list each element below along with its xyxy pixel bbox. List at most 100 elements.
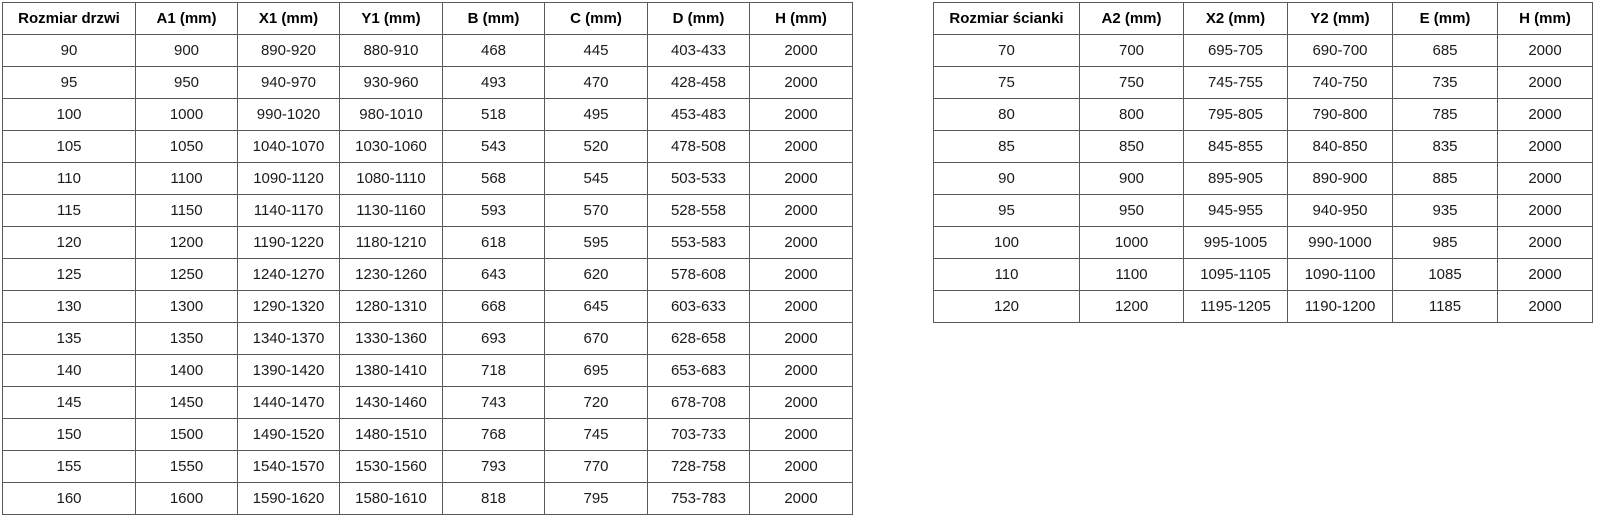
- table-cell: 800: [1079, 98, 1184, 131]
- table-cell: 140: [2, 354, 136, 387]
- table-row: 105 1050 1040-1070 1030-1060 543 520 478-508 20…: [2, 130, 853, 163]
- table-cell: 468: [442, 34, 545, 67]
- table-row: 90 900 890-920 880-910 468 445 403-433 2000: [2, 34, 853, 67]
- table-row: 125 1250 1240-1270 1230-1260 643 620 578-608 20…: [2, 258, 853, 291]
- column-header: Rozmiar drzwi: [2, 2, 136, 35]
- table-cell: 740-750: [1287, 66, 1393, 99]
- door-sizes-table: Rozmiar drzwi A1 (mm) X1 (mm) Y1 (mm) B (mm)…: [2, 2, 853, 515]
- table-cell: 2000: [1497, 98, 1593, 131]
- table-cell: 1530-1560: [339, 450, 443, 483]
- table-cell: 628-658: [647, 322, 750, 355]
- table-cell: 568: [442, 162, 545, 195]
- table-cell: 110: [933, 258, 1080, 291]
- table-cell: 2000: [749, 418, 853, 451]
- table-cell: 718: [442, 354, 545, 387]
- column-header: Rozmiar ścianki: [933, 2, 1080, 35]
- table-cell: 950: [135, 66, 238, 99]
- table-cell: 620: [544, 258, 648, 291]
- table-cell: 1240-1270: [237, 258, 340, 291]
- table-cell: 2000: [749, 98, 853, 131]
- table-cell: 795-805: [1183, 98, 1288, 131]
- table-cell: 1150: [135, 194, 238, 227]
- table-cell: 1540-1570: [237, 450, 340, 483]
- table-cell: 1430-1460: [339, 386, 443, 419]
- table-cell: 720: [544, 386, 648, 419]
- table-cell: 695-705: [1183, 34, 1288, 67]
- table-cell: 1480-1510: [339, 418, 443, 451]
- table-cell: 2000: [749, 66, 853, 99]
- wall-sizes-table: Rozmiar ścianki A2 (mm) X2 (mm) Y2 (mm) E (m…: [933, 2, 1593, 323]
- table-cell: 160: [2, 482, 136, 515]
- table-row: 115 1150 1140-1170 1130-1160 593 570 528-558 20…: [2, 194, 853, 227]
- table-cell: 900: [1079, 162, 1184, 195]
- table-cell: 1140-1170: [237, 194, 340, 227]
- table-cell: 445: [544, 34, 648, 67]
- table-cell: 1085: [1392, 258, 1498, 291]
- table-cell: 785: [1392, 98, 1498, 131]
- table-cell: 770: [544, 450, 648, 483]
- table-cell: 795: [544, 482, 648, 515]
- table-cell: 1100: [1079, 258, 1184, 291]
- table-cell: 2000: [749, 354, 853, 387]
- table-cell: 1250: [135, 258, 238, 291]
- table-cell: 885: [1392, 162, 1498, 195]
- table-cell: 1590-1620: [237, 482, 340, 515]
- table-row: 160 1600 1590-1620 1580-1610 818 795 753-783 20…: [2, 482, 853, 515]
- table-cell: 545: [544, 162, 648, 195]
- column-header: Y1 (mm): [339, 2, 443, 35]
- table-cell: 110: [2, 162, 136, 195]
- table-cell: 2000: [1497, 226, 1593, 259]
- table-row: 135 1350 1340-1370 1330-1360 693 670 628-658 20…: [2, 322, 853, 355]
- table-cell: 1190-1220: [237, 226, 340, 259]
- table-row: 120 1200 1190-1220 1180-1210 618 595 553-583 20…: [2, 226, 853, 259]
- table-cell: 1000: [135, 98, 238, 131]
- table-cell: 653-683: [647, 354, 750, 387]
- table-cell: 453-483: [647, 98, 750, 131]
- table-cell: 1000: [1079, 226, 1184, 259]
- table-row: 75 750 745-755 740-750 735 2000: [933, 66, 1593, 99]
- table-cell: 100: [933, 226, 1080, 259]
- table-cell: 1340-1370: [237, 322, 340, 355]
- table-cell: 2000: [1497, 66, 1593, 99]
- table-cell: 553-583: [647, 226, 750, 259]
- table-cell: 578-608: [647, 258, 750, 291]
- table-cell: 1195-1205: [1183, 290, 1288, 323]
- table-cell: 1280-1310: [339, 290, 443, 323]
- table-cell: 90: [933, 162, 1080, 195]
- table-cell: 645: [544, 290, 648, 323]
- table-cell: 145: [2, 386, 136, 419]
- table-row: 100 1000 995-1005 990-1000 985 2000: [933, 226, 1593, 259]
- table-cell: 570: [544, 194, 648, 227]
- table-cell: 80: [933, 98, 1080, 131]
- table-cell: 1190-1200: [1287, 290, 1393, 323]
- table-cell: 1095-1105: [1183, 258, 1288, 291]
- table-cell: 685: [1392, 34, 1498, 67]
- table-row: 95 950 945-955 940-950 935 2000: [933, 194, 1593, 227]
- table-cell: 1185: [1392, 290, 1498, 323]
- table-row: 120 1200 1195-1205 1190-1200 1185 2000: [933, 290, 1593, 323]
- column-header: B (mm): [442, 2, 545, 35]
- table-cell: 2000: [749, 290, 853, 323]
- table-cell: 900: [135, 34, 238, 67]
- table-cell: 2000: [749, 386, 853, 419]
- table-cell: 703-733: [647, 418, 750, 451]
- table-cell: 2000: [749, 194, 853, 227]
- column-header: D (mm): [647, 2, 750, 35]
- table-cell: 1180-1210: [339, 226, 443, 259]
- table-cell: 2000: [1497, 130, 1593, 163]
- table-cell: 100: [2, 98, 136, 131]
- table-cell: 603-633: [647, 290, 750, 323]
- table-cell: 1030-1060: [339, 130, 443, 163]
- table-row: 155 1550 1540-1570 1530-1560 793 770 728-758 20…: [2, 450, 853, 483]
- table-cell: 818: [442, 482, 545, 515]
- table-cell: 1390-1420: [237, 354, 340, 387]
- table-row: 70 700 695-705 690-700 685 2000: [933, 34, 1593, 67]
- table-cell: 743: [442, 386, 545, 419]
- table-cell: 495: [544, 98, 648, 131]
- column-header: C (mm): [544, 2, 648, 35]
- table-cell: 1090-1120: [237, 162, 340, 195]
- table-cell: 120: [2, 226, 136, 259]
- table-cell: 2000: [1497, 258, 1593, 291]
- column-header: E (mm): [1392, 2, 1498, 35]
